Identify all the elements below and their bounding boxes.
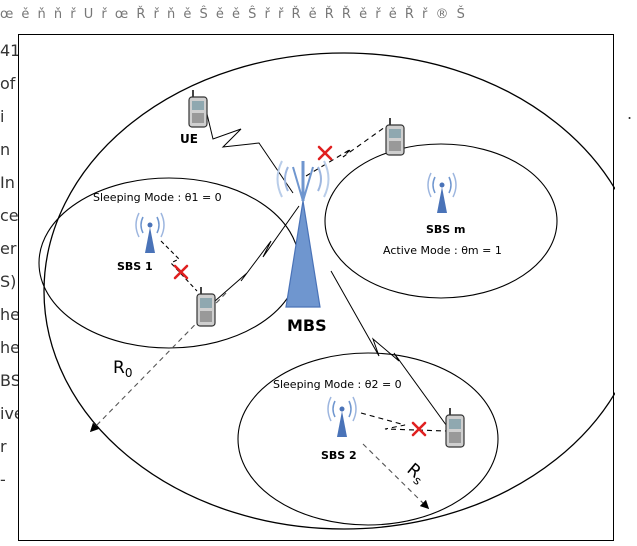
background-text-fragment: - [0, 470, 6, 489]
macro-cell-coverage [43, 52, 637, 530]
mbs-tower-icon [276, 160, 330, 308]
background-text-fragment: n [0, 140, 11, 159]
blocked-link-sbs1-ue [160, 240, 198, 292]
background-text-fragment: he [0, 305, 18, 324]
phone-near-sbsm-icon [385, 118, 405, 156]
small-cell-sbsm [324, 143, 558, 299]
sbsm-mode-text: Active Mode : θm = 1 [383, 244, 502, 257]
diagram-frame: R0 Rs MBS [18, 34, 637, 541]
link-mbs-sbs2-ue [330, 270, 450, 430]
background-text-fragment: r [0, 437, 7, 456]
background-text-fragment: er [0, 239, 17, 258]
blocked-link-sbs2-ue [360, 412, 448, 432]
network-diagram: R0 Rs MBS [38, 52, 637, 530]
background-text-fragment: BS [0, 371, 18, 390]
small-cell-sbs2 [237, 352, 499, 526]
sbs1-label: SBS 1 [117, 260, 153, 273]
background-text-fragment: he [0, 338, 18, 357]
sbs2-tower-icon [327, 396, 357, 437]
link-mbs-sbs1-ue [214, 205, 300, 302]
blocked-x-icon-sbs1 [173, 264, 189, 280]
background-text-fragment: of [0, 74, 16, 93]
blocked-x-icon-mbs-sbsm [317, 145, 333, 161]
link-ue-mbs [206, 113, 294, 194]
sbs2-label: SBS 2 [321, 449, 357, 462]
ue-phone-icon [188, 90, 208, 128]
background-text-fragment: ive [0, 404, 18, 423]
sbs1-tower-icon [135, 212, 165, 253]
small-radius-label: Rs [402, 460, 430, 488]
background-text-fragment: In [0, 173, 15, 192]
small-radius-line [362, 443, 430, 510]
sbs1-mode-text: Sleeping Mode : θ1 = 0 [93, 191, 222, 204]
sbsm-tower-icon [427, 172, 457, 213]
phone-near-sbs1-icon [196, 287, 216, 327]
background-text-fragment: ce [0, 206, 18, 225]
background-text-top: œ ě ň ň ř U ř œ Ř ř ň ě Ŝ ě ě Ŝ ř ř Ř ě … [0, 0, 637, 34]
macro-radius-label: R0 [113, 358, 132, 380]
ue-label: UE [180, 132, 198, 146]
background-text-left: 41, of in In ce er S) he he BS ive r - [0, 34, 18, 541]
background-text-fragment: S) [0, 272, 17, 291]
background-text-fragment: 41, [0, 41, 18, 60]
mbs-label: MBS [287, 316, 327, 335]
blocked-link-mbs-sbsm-ue [305, 126, 386, 177]
background-text-fragment: i [0, 107, 5, 126]
phone-near-sbs2-icon [445, 408, 465, 448]
sbsm-label: SBS m [426, 223, 466, 236]
sbs2-mode-text: Sleeping Mode : θ2 = 0 [273, 378, 402, 391]
background-text-dot: . [627, 104, 633, 123]
blocked-x-icon-sbs2 [411, 421, 427, 437]
